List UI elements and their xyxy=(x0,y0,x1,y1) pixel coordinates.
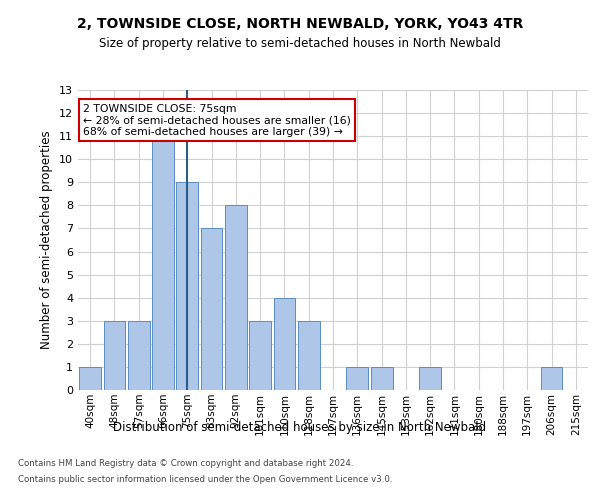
Bar xyxy=(79,367,101,390)
Bar xyxy=(128,321,149,390)
Text: Contains HM Land Registry data © Crown copyright and database right 2024.: Contains HM Land Registry data © Crown c… xyxy=(18,460,353,468)
Bar xyxy=(346,367,368,390)
Bar xyxy=(104,321,125,390)
Text: 2 TOWNSIDE CLOSE: 75sqm
← 28% of semi-detached houses are smaller (16)
68% of se: 2 TOWNSIDE CLOSE: 75sqm ← 28% of semi-de… xyxy=(83,104,351,136)
Bar xyxy=(298,321,320,390)
Bar xyxy=(541,367,562,390)
Bar xyxy=(371,367,392,390)
Y-axis label: Number of semi-detached properties: Number of semi-detached properties xyxy=(40,130,53,350)
Text: 2, TOWNSIDE CLOSE, NORTH NEWBALD, YORK, YO43 4TR: 2, TOWNSIDE CLOSE, NORTH NEWBALD, YORK, … xyxy=(77,18,523,32)
Bar xyxy=(249,321,271,390)
Bar xyxy=(200,228,223,390)
Bar xyxy=(176,182,198,390)
Text: Distribution of semi-detached houses by size in North Newbald: Distribution of semi-detached houses by … xyxy=(113,421,487,434)
Text: Size of property relative to semi-detached houses in North Newbald: Size of property relative to semi-detach… xyxy=(99,38,501,51)
Text: Contains public sector information licensed under the Open Government Licence v3: Contains public sector information licen… xyxy=(18,474,392,484)
Bar xyxy=(274,298,295,390)
Bar xyxy=(419,367,441,390)
Bar xyxy=(152,136,174,390)
Bar xyxy=(225,206,247,390)
